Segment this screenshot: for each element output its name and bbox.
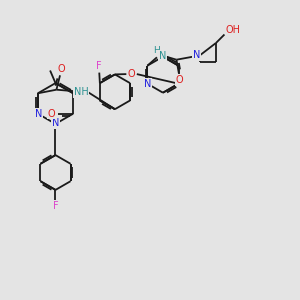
Text: F: F [97,61,102,71]
Text: NH: NH [74,87,88,97]
Text: N: N [159,51,166,61]
Text: O: O [128,69,136,79]
Text: N: N [35,109,42,119]
Text: N: N [52,118,59,128]
Text: N: N [144,79,151,89]
Text: N: N [193,50,200,60]
Text: O: O [48,109,56,119]
Text: H: H [153,46,159,56]
Text: F: F [53,201,58,212]
Text: O: O [57,64,65,74]
Text: OH: OH [225,25,240,35]
Text: O: O [176,75,184,85]
